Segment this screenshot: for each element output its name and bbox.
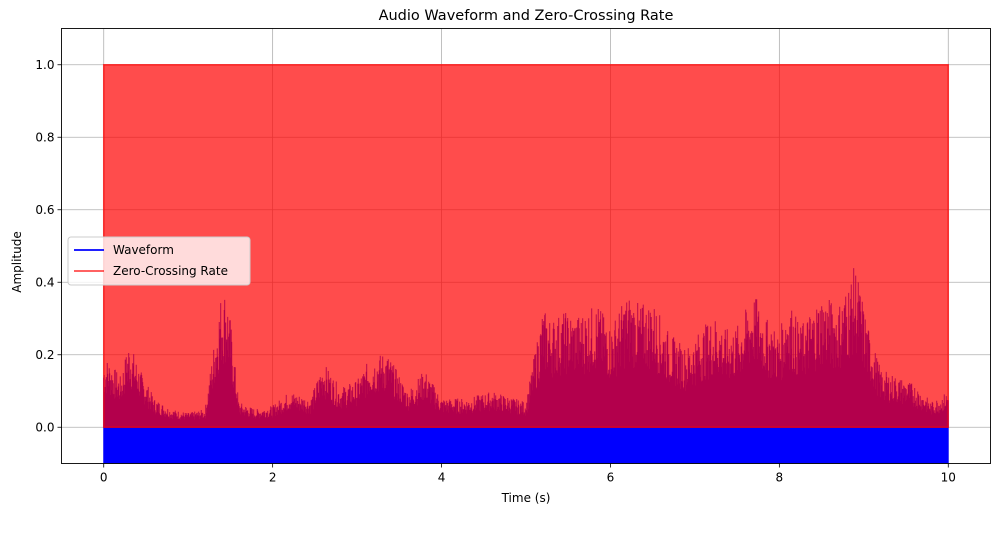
y-tick-label: 1.0 [35,58,54,72]
series-layer [102,64,950,464]
legend-box [67,236,251,286]
y-axis-label: Amplitude [10,231,24,293]
x-tick-label: 2 [269,471,277,485]
y-tick-label: 0.8 [35,130,54,144]
x-axis: 0 2 4 6 8 10 [100,463,956,485]
chart-title: Audio Waveform and Zero-Crossing Rate [379,8,674,24]
x-tick-label: 10 [941,471,956,485]
x-tick-label: 6 [607,471,615,485]
legend: Waveform Zero-Crossing Rate [67,236,251,286]
legend-label-zcr: Zero-Crossing Rate [113,264,228,278]
legend-label-waveform: Waveform [113,243,174,257]
x-tick-label: 0 [100,471,108,485]
x-tick-label: 8 [776,471,784,485]
y-axis: 0.0 0.2 0.4 0.6 0.8 1.0 [35,58,62,434]
zero-crossing-rate-area [102,64,950,428]
y-tick-label: 0.6 [35,203,54,217]
plot-frame [61,28,991,464]
y-tick-label: 0.4 [35,275,54,289]
x-tick-label: 4 [438,471,446,485]
y-tick-label: 0.0 [35,420,54,434]
y-tick-label: 0.2 [35,348,54,362]
x-axis-label: Time (s) [501,491,551,505]
